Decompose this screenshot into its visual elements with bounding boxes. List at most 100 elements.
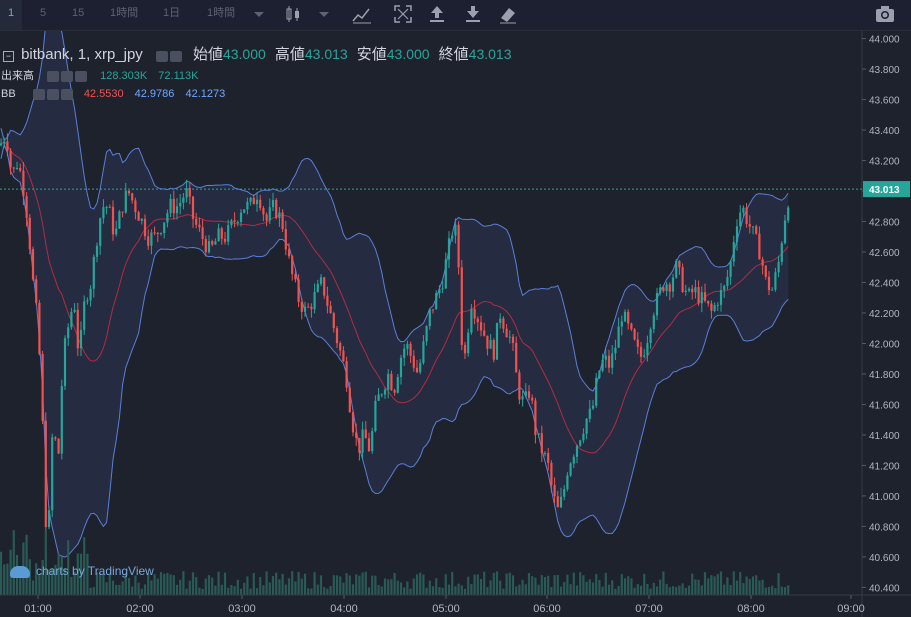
settings-icon[interactable] bbox=[61, 70, 74, 82]
candle-body bbox=[25, 196, 28, 218]
candle-body bbox=[275, 200, 278, 219]
candle-body bbox=[553, 485, 556, 497]
tradingview-watermark[interactable]: charts by TradingView bbox=[10, 564, 154, 578]
volume-bar bbox=[575, 585, 579, 595]
volume-bar bbox=[195, 577, 198, 595]
volume-bar bbox=[431, 586, 435, 595]
candle-body bbox=[486, 335, 489, 349]
fullscreen-icon[interactable] bbox=[392, 3, 414, 25]
volume-bar bbox=[671, 586, 675, 595]
candle-body bbox=[623, 311, 627, 322]
time-tick-label: 01:00 bbox=[24, 603, 52, 615]
candle-body bbox=[745, 207, 748, 224]
volume-bar bbox=[495, 571, 499, 595]
interval-1m-button[interactable]: 1 bbox=[0, 0, 22, 30]
price-tick-label: 42.000 bbox=[869, 339, 900, 350]
candle-body bbox=[297, 279, 300, 302]
candle-body bbox=[457, 224, 460, 268]
volume-bar bbox=[454, 586, 457, 595]
volume-bar bbox=[399, 582, 403, 595]
candle-body bbox=[467, 332, 470, 354]
candle-body bbox=[771, 289, 774, 291]
volume-bar bbox=[409, 588, 412, 595]
volume-bar bbox=[675, 586, 678, 595]
volume-bar bbox=[86, 553, 89, 595]
volume-bar bbox=[723, 584, 726, 595]
volume-bar bbox=[636, 584, 639, 595]
volume-bar bbox=[707, 578, 710, 595]
eye-icon[interactable] bbox=[47, 70, 60, 82]
candle-body bbox=[367, 438, 371, 452]
close-icon[interactable] bbox=[60, 88, 73, 100]
settings-icon[interactable] bbox=[46, 88, 59, 100]
candle-body bbox=[326, 295, 329, 306]
volume-bar bbox=[12, 530, 15, 595]
interval-1d-button[interactable]: 1日 bbox=[163, 7, 181, 19]
candle-body bbox=[764, 265, 767, 277]
volume-bar bbox=[553, 575, 556, 595]
time-tick-label: 06:00 bbox=[533, 603, 561, 615]
volume-bar bbox=[470, 584, 473, 595]
candle-body bbox=[239, 212, 243, 222]
collapse-toggle-icon[interactable]: − bbox=[3, 50, 14, 62]
bb-lower-line bbox=[0, 142, 789, 558]
candle-body bbox=[399, 357, 403, 377]
volume-bar bbox=[479, 578, 483, 595]
eye-icon[interactable] bbox=[32, 88, 45, 100]
candle-body bbox=[108, 206, 111, 208]
volume-bar bbox=[745, 576, 748, 595]
candle-body bbox=[633, 329, 636, 340]
indicators-icon[interactable] bbox=[351, 3, 373, 25]
volume-bar bbox=[527, 573, 531, 595]
dropdown-caret-icon[interactable] bbox=[248, 3, 270, 25]
camera-icon[interactable] bbox=[874, 3, 896, 25]
candle-body bbox=[787, 207, 790, 221]
candle-body bbox=[643, 355, 646, 357]
candle-body bbox=[323, 277, 326, 296]
high-label: 高値 bbox=[274, 46, 305, 63]
interval-select-button[interactable]: 1時間 bbox=[207, 7, 236, 19]
candle-body bbox=[652, 315, 655, 330]
candle-body bbox=[127, 190, 131, 194]
candlestick-icon[interactable] bbox=[282, 3, 304, 25]
volume-bar bbox=[748, 578, 751, 595]
candle-body bbox=[377, 394, 380, 401]
volume-bar bbox=[124, 573, 127, 595]
candle-body bbox=[700, 292, 703, 304]
interval-1h-button[interactable]: 1時間 bbox=[110, 7, 139, 19]
upload-icon[interactable] bbox=[426, 3, 448, 25]
candle-body bbox=[223, 238, 227, 242]
candle-body bbox=[147, 236, 150, 246]
candle-body bbox=[143, 218, 147, 237]
volume-bar bbox=[729, 584, 732, 595]
candle-body bbox=[431, 309, 435, 311]
candle-body bbox=[169, 198, 172, 214]
interval-5m-button[interactable]: 5 bbox=[40, 7, 47, 19]
price-tick-label: 40.400 bbox=[869, 583, 900, 594]
candle-body bbox=[22, 170, 25, 197]
candle-body bbox=[271, 200, 275, 208]
candle-body bbox=[236, 221, 239, 223]
candle-body bbox=[89, 288, 92, 301]
volume-bar bbox=[374, 575, 377, 595]
volume-bar bbox=[300, 578, 303, 595]
close-icon[interactable] bbox=[75, 70, 88, 82]
candle-body bbox=[604, 355, 607, 360]
volume-bar bbox=[185, 588, 188, 595]
eye-icon[interactable] bbox=[155, 50, 168, 62]
eraser-icon[interactable] bbox=[497, 3, 519, 25]
volume-bar bbox=[598, 579, 601, 595]
price-chart[interactable]: 44.000 43.800 43.600 43.400 43.200 43.000 42.8… bbox=[0, 31, 911, 617]
volume-bar bbox=[105, 582, 108, 595]
download-icon[interactable] bbox=[462, 3, 484, 25]
settings-icon[interactable] bbox=[169, 50, 182, 62]
candle-body bbox=[447, 238, 451, 260]
volume-bar bbox=[367, 587, 371, 595]
volume-bar bbox=[335, 575, 339, 595]
volume-bar bbox=[179, 579, 182, 595]
dropdown-caret-icon[interactable] bbox=[313, 3, 335, 25]
candle-body bbox=[531, 397, 534, 401]
tradingview-cloud-icon bbox=[10, 565, 30, 578]
interval-15m-button[interactable]: 15 bbox=[72, 7, 85, 19]
volume-bar bbox=[249, 588, 252, 595]
